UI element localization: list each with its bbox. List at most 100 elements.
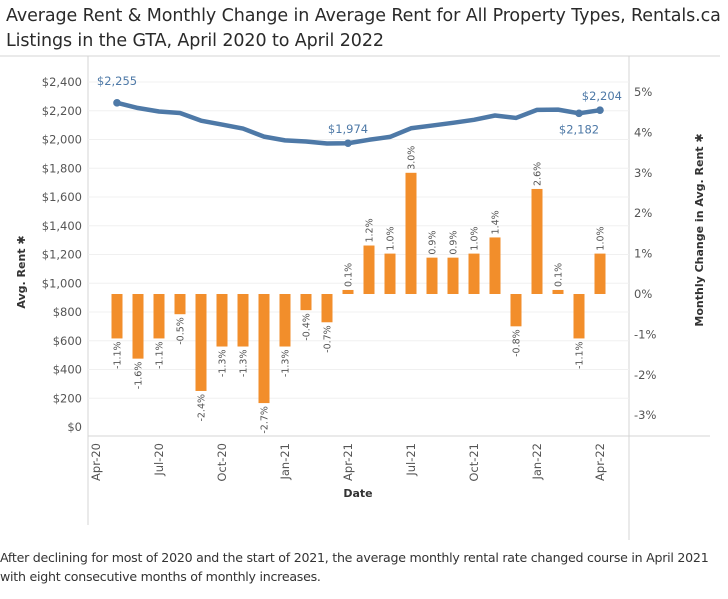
caption-text: After declining for most of 2020 and the… — [0, 550, 709, 584]
line-labels: $2,255 $1,974 $2,182 $2,204 — [97, 74, 622, 136]
bar — [174, 294, 186, 315]
bar — [468, 253, 480, 294]
x-tick-label: Oct-21 — [467, 443, 481, 482]
bar — [321, 294, 333, 323]
bar — [531, 188, 543, 294]
chart-title: Average Rent & Monthly Change in Average… — [6, 6, 721, 51]
bar-label: -0.4% — [302, 313, 313, 341]
bar — [153, 294, 165, 339]
bar — [342, 289, 354, 294]
right-tick-label: -1% — [634, 327, 656, 341]
rent-value-label: $2,255 — [97, 74, 137, 88]
combo-chart: $2,400 $2,200 $2,000 $1,800 $1,600 $1,400 $1,2… — [0, 55, 720, 540]
right-tick-label: 2% — [634, 206, 652, 220]
x-tick-label: Jan-22 — [530, 443, 544, 481]
bar-label: 1.4% — [491, 210, 502, 234]
right-tick-label: 3% — [634, 166, 652, 180]
left-tick-label: $1,400 — [42, 219, 82, 233]
bar — [132, 294, 144, 359]
left-axis-ticks: $2,400 $2,200 $2,000 $1,800 $1,600 $1,400 $1,2… — [42, 75, 82, 434]
bar — [552, 289, 564, 294]
bar — [195, 294, 207, 391]
bar-label: -2.7% — [260, 406, 271, 434]
bar-label: -1.3% — [239, 350, 250, 378]
bar-label: 0.9% — [449, 230, 460, 254]
bar-label: 0.1% — [554, 263, 565, 287]
bar-label: -1.1% — [575, 341, 586, 369]
bar-label: -1.3% — [218, 350, 229, 378]
left-tick-label: $0 — [67, 420, 82, 434]
bar-label: -0.7% — [323, 325, 334, 353]
bar — [237, 294, 249, 347]
bar-label: 3.0% — [407, 146, 418, 170]
bar-label: 2.6% — [533, 162, 544, 186]
bar-label: 0.1% — [344, 263, 355, 287]
right-axis-title: Monthly Change in Avg. Rent ✱ — [693, 133, 706, 326]
bar — [426, 257, 438, 294]
left-tick-label: $400 — [53, 363, 82, 377]
bar — [510, 294, 522, 327]
left-tick-label: $1,600 — [42, 190, 82, 204]
bar — [300, 294, 312, 311]
x-tick-label: Apr-22 — [593, 443, 607, 481]
bar-label: -2.4% — [197, 394, 208, 422]
bar-label: -1.1% — [155, 341, 166, 369]
rent-marker — [575, 109, 583, 118]
rent-marker — [596, 106, 604, 114]
bar — [279, 294, 291, 347]
rent-marker — [113, 99, 121, 107]
bar — [384, 253, 396, 294]
bar — [594, 253, 606, 294]
rent-value-label: $2,182 — [559, 122, 599, 136]
right-tick-label: 5% — [634, 85, 652, 99]
x-axis-ticks: Apr-20 Jul-20 Oct-20 Jan-21 Apr-21 Jul-21 Oct-… — [89, 443, 607, 482]
bar — [216, 294, 228, 347]
bar-label: 1.2% — [365, 218, 376, 242]
right-tick-label: -2% — [634, 368, 656, 382]
bar — [258, 294, 270, 404]
rent-value-label: $1,974 — [328, 122, 368, 136]
left-tick-label: $800 — [53, 305, 82, 319]
bar-label: -1.1% — [113, 341, 124, 369]
bar-label: 1.0% — [386, 226, 397, 250]
avg-rent-line — [113, 99, 604, 148]
x-tick-label: Apr-21 — [341, 443, 355, 481]
right-tick-label: 4% — [634, 125, 652, 139]
bar-label: -0.5% — [176, 317, 187, 345]
right-axis-ticks: 5% 4% 3% 2% 1% 0% -1% -2% -3% — [634, 85, 656, 422]
x-tick-label: Jan-21 — [278, 443, 292, 481]
right-tick-label: -3% — [634, 408, 656, 422]
left-tick-label: $1,800 — [42, 161, 82, 175]
right-tick-label: 1% — [634, 247, 652, 261]
rent-marker — [344, 139, 352, 148]
left-tick-label: $2,400 — [42, 75, 82, 89]
bar — [447, 257, 459, 294]
rent-value-label: $2,204 — [582, 89, 622, 103]
bar-label: 1.0% — [596, 226, 607, 250]
left-tick-label: $2,000 — [42, 133, 82, 147]
left-tick-label: $2,200 — [42, 104, 82, 118]
gridlines — [88, 81, 629, 399]
left-tick-label: $1,200 — [42, 248, 82, 262]
bar-label: 1.0% — [470, 226, 481, 250]
left-tick-label: $1,000 — [42, 276, 82, 290]
bar-label: -1.6% — [134, 362, 145, 390]
bar — [573, 294, 585, 339]
bar — [405, 172, 417, 294]
x-axis-title: Date — [343, 487, 372, 500]
right-tick-label: 0% — [634, 287, 652, 301]
bar — [363, 245, 375, 294]
left-tick-label: $600 — [53, 334, 82, 348]
x-tick-label: Jul-20 — [152, 443, 166, 477]
rent-line-path — [114, 100, 603, 146]
bar — [111, 294, 123, 339]
x-tick-label: Oct-20 — [215, 443, 229, 482]
bar-label: -0.8% — [512, 329, 523, 357]
bar-label: 0.9% — [428, 230, 439, 254]
bar-label: -1.3% — [281, 350, 292, 378]
bar-labels: -1.1% -1.6% -1.1% -0.5% -2.4% -1.3% -1.3% -2.7%… — [113, 146, 607, 434]
chart-frame — [0, 55, 720, 540]
bar — [489, 237, 501, 294]
monthly-change-bars — [111, 172, 606, 404]
x-tick-label: Jul-21 — [404, 443, 418, 477]
